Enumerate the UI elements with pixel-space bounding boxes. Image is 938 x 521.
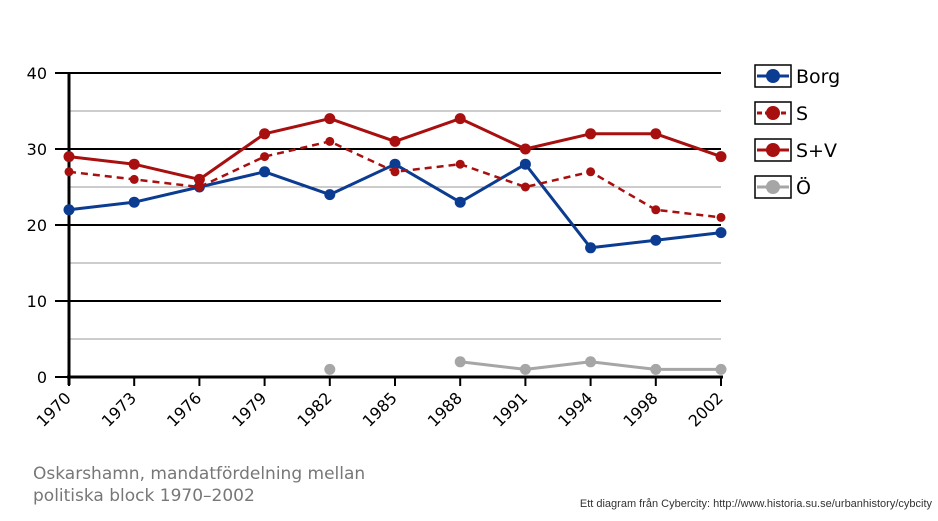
y-tick-label: 40: [27, 64, 47, 83]
x-tick-label: 1979: [228, 388, 270, 430]
data-point: [716, 212, 726, 222]
data-point: [260, 152, 270, 162]
data-point: [259, 166, 271, 178]
data-point: [454, 356, 466, 368]
data-point: [389, 135, 401, 147]
series-line: [68, 140, 722, 219]
legend-label: Borg: [796, 66, 840, 88]
legend-item: S+V: [754, 138, 837, 162]
y-tick-label: 0: [37, 368, 47, 387]
data-point: [63, 151, 75, 163]
data-point: [651, 205, 661, 215]
y-axis-ticks: 0 10 20 30 40: [27, 64, 47, 387]
series-s-v: [63, 113, 727, 185]
axes: [67, 73, 723, 385]
data-point: [519, 143, 531, 155]
data-point: [519, 363, 531, 375]
data-point: [585, 356, 597, 368]
data-point: [454, 196, 466, 208]
series-line: [68, 162, 722, 250]
x-tick-label: 1985: [359, 388, 401, 430]
data-point: [454, 113, 466, 125]
series-borg: [63, 158, 727, 254]
data-point: [650, 363, 662, 375]
x-tick-label: 1988: [424, 388, 466, 430]
legend-item: S: [754, 101, 808, 125]
data-point: [64, 167, 74, 177]
legend: Borg S S+V Ö: [754, 64, 840, 199]
legend-swatch-marker: [766, 180, 780, 194]
data-point: [585, 128, 597, 140]
data-point: [128, 158, 140, 170]
data-point: [715, 151, 727, 163]
series--: [324, 356, 727, 375]
caption-line-2: politiska block 1970–2002: [33, 486, 255, 506]
x-tick-label: 1982: [293, 388, 335, 430]
data-point: [389, 158, 401, 170]
legend-label: Ö: [796, 176, 811, 199]
x-tick-label: 1976: [163, 388, 205, 430]
x-tick-label: 1973: [98, 388, 140, 430]
data-point: [650, 234, 662, 246]
series-lines: [63, 113, 727, 375]
x-tick-label: 1994: [554, 388, 596, 430]
legend-item: Ö: [754, 175, 811, 199]
data-point: [519, 158, 531, 170]
legend-label: S+V: [796, 140, 837, 162]
data-point: [63, 204, 75, 216]
legend-swatch-marker: [766, 69, 780, 83]
data-point: [324, 363, 336, 375]
data-point: [585, 242, 597, 254]
x-tick-label: 1970: [33, 388, 75, 430]
data-point: [324, 189, 336, 201]
legend-swatch-marker: [766, 143, 780, 157]
data-point: [586, 167, 596, 177]
data-point: [520, 182, 530, 192]
data-point: [715, 227, 727, 239]
y-tick-label: 10: [27, 292, 47, 311]
legend-label: S: [796, 103, 808, 125]
credit-text: Ett diagram från Cybercity: http://www.h…: [579, 498, 932, 510]
x-tick-label: 1991: [489, 388, 531, 430]
chart-caption: Oskarshamn, mandatfördelning mellan poli…: [33, 463, 365, 507]
y-tick-label: 30: [27, 140, 47, 159]
data-point: [390, 167, 400, 177]
data-point: [715, 363, 727, 375]
series-s: [64, 136, 726, 222]
x-tick-label: 1998: [619, 388, 661, 430]
data-point: [193, 173, 205, 185]
caption-line-1: Oskarshamn, mandatfördelning mellan: [33, 464, 366, 484]
y-tick-label: 20: [27, 216, 47, 235]
grid-lines: [55, 72, 721, 378]
data-point: [194, 182, 204, 192]
x-tick-label: 2002: [685, 388, 727, 430]
data-point: [324, 113, 336, 125]
legend-item: Borg: [754, 64, 840, 88]
x-axis-ticks: 1970 1973 1976 1979 1982 1985 1988 1991 1994 1998…: [33, 377, 727, 431]
data-point: [128, 196, 140, 208]
data-point: [455, 159, 465, 169]
data-point: [259, 128, 271, 140]
legend-swatch-marker: [766, 106, 780, 120]
data-point: [325, 136, 335, 146]
data-point: [129, 174, 139, 184]
data-point: [650, 128, 662, 140]
